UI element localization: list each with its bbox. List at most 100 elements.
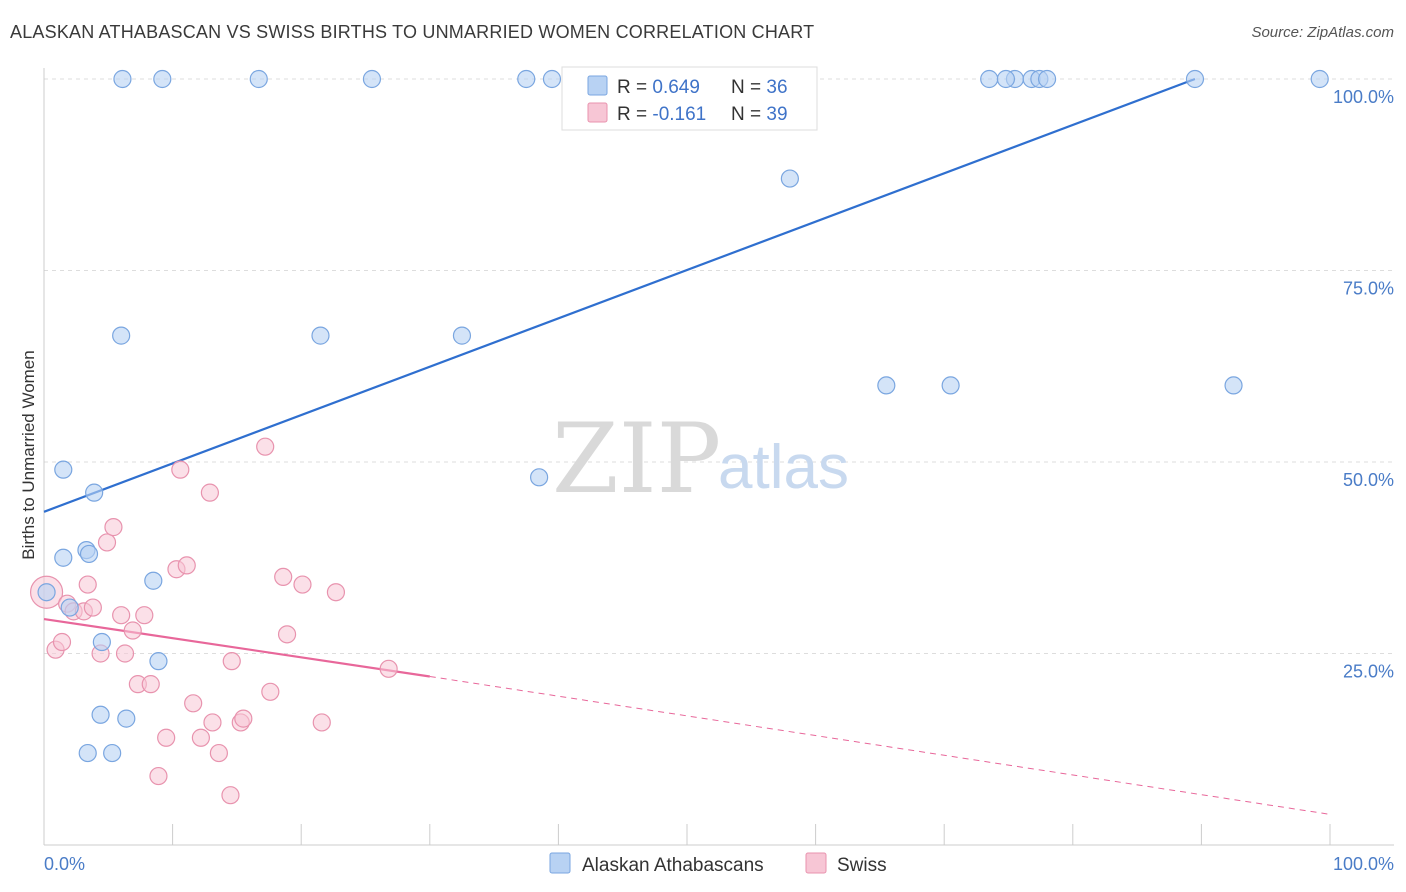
alaskan-athabascan-point[interactable] xyxy=(144,571,163,590)
alaskan-athabascan-point[interactable] xyxy=(877,376,896,395)
alaskan-athabascan-point[interactable] xyxy=(85,483,104,502)
alaskan-athabascan-point[interactable] xyxy=(78,743,97,763)
watermark-zip: ZIP xyxy=(552,403,721,515)
swiss-point[interactable] xyxy=(221,786,240,805)
legend-r-value-1: 0.649 xyxy=(652,77,700,98)
alaskan-athabascan-point[interactable] xyxy=(103,743,122,763)
svg-text:N = 39: N = 39 xyxy=(731,104,788,125)
alaskan-athabascan-point[interactable] xyxy=(311,326,330,345)
alaskan-athabascan-point[interactable] xyxy=(941,376,960,395)
alaskan-athabascan-points xyxy=(37,69,1329,763)
alaskan-athabascan-point[interactable] xyxy=(1185,69,1205,89)
alaskan-athabascan-point[interactable] xyxy=(54,548,73,567)
trend-lines xyxy=(43,77,1331,815)
legend-n-value-2: 39 xyxy=(766,104,787,125)
alaskan-athabascan-point[interactable] xyxy=(112,326,131,345)
alaskan-athabascan-point[interactable] xyxy=(517,69,536,89)
source-credit: Source: ZipAtlas.com xyxy=(1251,24,1394,41)
legend-r-label-2: R = xyxy=(617,104,652,125)
alaskan-athabascan-point[interactable] xyxy=(1310,69,1329,89)
trend-line-alaskan xyxy=(43,77,1196,513)
alaskan-athabascan-point[interactable] xyxy=(54,460,73,479)
alaskan-athabascan-point[interactable] xyxy=(1037,69,1057,89)
swiss-point[interactable] xyxy=(171,460,190,479)
series-label-swiss[interactable]: Swiss xyxy=(837,855,887,876)
correlation-legend: R = 0.649 N = 36 R = -0.161 N = 39 xyxy=(561,66,818,131)
swiss-point[interactable] xyxy=(274,567,293,587)
swiss-point[interactable] xyxy=(115,644,135,663)
alaskan-athabascan-point[interactable] xyxy=(452,326,472,345)
legend-n-value-1: 36 xyxy=(766,77,787,98)
x-tick-label-left: 0.0% xyxy=(44,854,85,874)
swiss-point[interactable] xyxy=(141,675,160,694)
alaskan-athabascan-point[interactable] xyxy=(153,69,172,89)
swiss-point[interactable] xyxy=(191,728,210,747)
legend-swatch-pink xyxy=(587,102,608,123)
alaskan-athabascan-point[interactable] xyxy=(780,169,799,188)
swiss-point[interactable] xyxy=(222,652,241,671)
swiss-point[interactable] xyxy=(78,575,97,594)
alaskan-athabascan-point[interactable] xyxy=(91,705,110,724)
alaskan-athabascan-point[interactable] xyxy=(60,598,79,617)
x-tick-labels: 0.0% 100.0% xyxy=(44,854,1394,874)
watermark: ZIP atlas xyxy=(552,403,849,515)
legend-n-label-1: N = xyxy=(731,77,766,98)
gridlines xyxy=(44,78,1394,654)
series-legend: Alaskan Athabascans Swiss xyxy=(549,852,887,876)
swiss-point[interactable] xyxy=(277,625,297,644)
alaskan-athabascan-point[interactable] xyxy=(113,69,132,89)
series-label-alaskan[interactable]: Alaskan Athabascans xyxy=(582,855,764,876)
swiss-point[interactable] xyxy=(234,709,253,728)
alaskan-athabascan-point[interactable] xyxy=(542,69,562,89)
swiss-point[interactable] xyxy=(177,556,196,575)
y-axis-title: Births to Unmarried Women xyxy=(19,350,38,559)
swiss-point[interactable] xyxy=(112,606,131,625)
swiss-point[interactable] xyxy=(200,483,219,502)
swiss-point[interactable] xyxy=(261,682,280,701)
swiss-point[interactable] xyxy=(123,621,142,640)
swiss-point[interactable] xyxy=(203,713,222,732)
legend-r-label-1: R = xyxy=(617,77,652,98)
alaskan-athabascan-point[interactable] xyxy=(79,544,99,564)
chart-title: ALASKAN ATHABASCAN VS SWISS BIRTHS TO UN… xyxy=(10,22,815,42)
swiss-point[interactable] xyxy=(52,632,72,652)
swiss-point[interactable] xyxy=(293,575,312,594)
legend-n-label-2: N = xyxy=(731,104,766,125)
alaskan-athabascan-point[interactable] xyxy=(980,69,999,89)
swiss-point[interactable] xyxy=(312,713,331,732)
y-tick-label-25: 25.0% xyxy=(1343,662,1394,682)
swiss-point[interactable] xyxy=(83,598,102,617)
y-tick-label-75: 75.0% xyxy=(1343,279,1394,299)
series-swatch-alaskan[interactable] xyxy=(549,852,571,874)
swiss-point[interactable] xyxy=(157,728,176,747)
swiss-point[interactable] xyxy=(326,583,346,602)
y-tick-label-50: 50.0% xyxy=(1343,470,1394,490)
swiss-point[interactable] xyxy=(97,533,117,552)
axes xyxy=(43,68,1394,846)
swiss-point[interactable] xyxy=(184,694,203,713)
alaskan-athabascan-point[interactable] xyxy=(149,652,168,671)
swiss-point[interactable] xyxy=(209,743,228,763)
y-tick-label-100: 100.0% xyxy=(1333,87,1394,107)
swiss-point[interactable] xyxy=(149,766,168,786)
x-tick-label-right: 100.0% xyxy=(1333,854,1394,874)
legend-r-value-2: -0.161 xyxy=(652,104,706,125)
swiss-point[interactable] xyxy=(135,606,154,625)
trend-line-swiss-extension xyxy=(429,675,1331,815)
alaskan-athabascan-point[interactable] xyxy=(530,468,549,487)
alaskan-athabascan-point[interactable] xyxy=(362,69,382,89)
swiss-point[interactable] xyxy=(379,659,398,678)
swiss-point[interactable] xyxy=(104,518,123,537)
alaskan-athabascan-point[interactable] xyxy=(117,709,136,728)
swiss-point[interactable] xyxy=(256,437,275,456)
trend-line-swiss xyxy=(43,617,430,678)
alaskan-athabascan-point[interactable] xyxy=(92,632,111,652)
alaskan-athabascan-point[interactable] xyxy=(996,69,1016,89)
alaskan-athabascan-point[interactable] xyxy=(1224,376,1243,395)
watermark-atlas: atlas xyxy=(718,433,849,502)
legend-row-1: R = 0.649 xyxy=(617,77,700,98)
alaskan-athabascan-point[interactable] xyxy=(249,69,268,89)
series-swatch-swiss[interactable] xyxy=(805,852,827,874)
alaskan-athabascan-point[interactable] xyxy=(37,583,56,602)
